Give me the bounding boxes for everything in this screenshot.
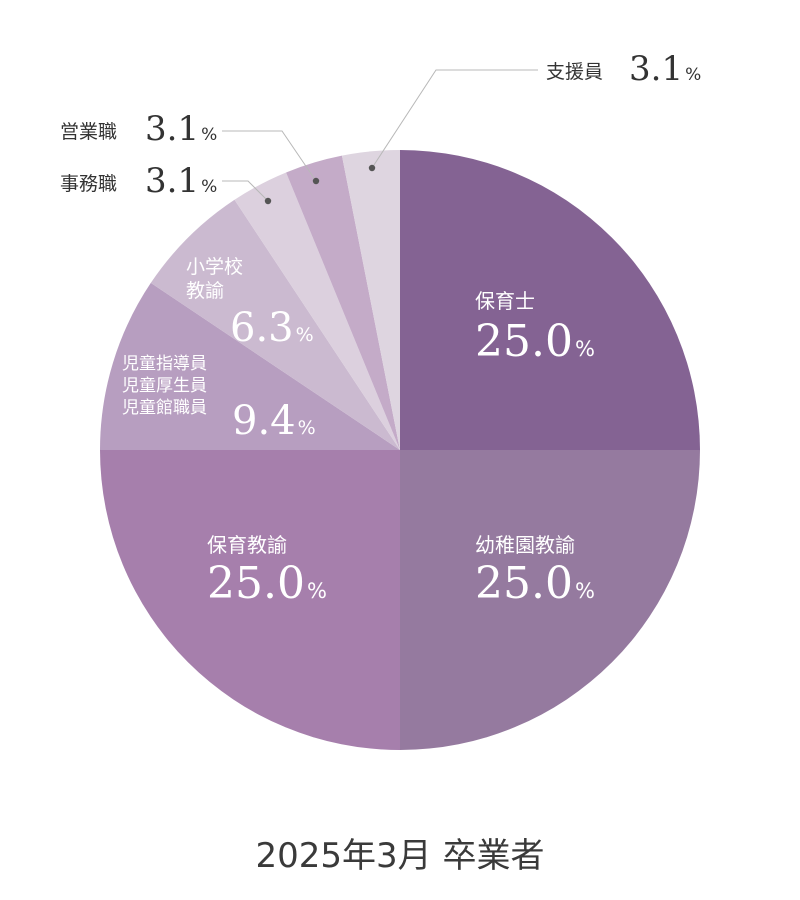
pie-slice (400, 150, 700, 450)
slice-label-group: 支援員 3.1% (368, 49, 701, 172)
chart-caption: 2025年3月 卒業者 (255, 836, 545, 876)
leader-line (371, 69, 538, 169)
pie-slice (400, 450, 700, 750)
slice-label: 教諭 (186, 280, 224, 302)
leader-dot (312, 177, 320, 185)
slice-label: 児童厚生員 (122, 376, 207, 396)
slice-label-group: 事務職 3.1% (60, 161, 272, 205)
slice-label: 営業職 (60, 121, 117, 143)
slice-value: 9.4% (232, 398, 316, 444)
slice-value: 25.0% (207, 558, 327, 609)
slice-value: 3.1% (145, 161, 217, 201)
pie-chart: 保育士25.0%幼稚園教諭25.0%保育教諭25.0%児童指導員児童厚生員児童館… (60, 49, 701, 750)
slice-value: 3.1% (145, 109, 217, 149)
pie-slice (100, 450, 400, 750)
pie-slice (150, 199, 400, 450)
leader-dot (368, 164, 376, 172)
pie-slice (286, 155, 400, 450)
slice-labels: 保育士25.0%幼稚園教諭25.0%保育教諭25.0%児童指導員児童厚生員児童館… (60, 49, 701, 609)
slice-value: 25.0% (475, 316, 595, 367)
leader-dot (264, 197, 272, 205)
slice-label-group: 保育士 25.0% (475, 289, 595, 367)
leader-line (222, 130, 317, 182)
pie-slice (341, 150, 400, 450)
pie-slice (234, 172, 400, 450)
pie-slice (100, 282, 400, 450)
slice-label: 児童指導員 (122, 354, 207, 374)
slice-value: 25.0% (475, 558, 595, 609)
slice-label: 事務職 (60, 173, 117, 195)
slice-value: 3.1% (629, 49, 701, 89)
slice-label: 支援員 (546, 61, 603, 83)
slice-label: 児童館職員 (122, 398, 207, 418)
slice-label: 小学校 (186, 256, 243, 278)
slice-label-group: 営業職 3.1% (60, 109, 320, 185)
slice-label: 保育教諭 (207, 533, 287, 557)
slice-label: 保育士 (475, 289, 535, 313)
pie-slices (100, 150, 700, 750)
slice-label: 幼稚園教諭 (475, 533, 575, 557)
leader-line (222, 180, 269, 202)
slice-value: 6.3% (230, 305, 314, 351)
